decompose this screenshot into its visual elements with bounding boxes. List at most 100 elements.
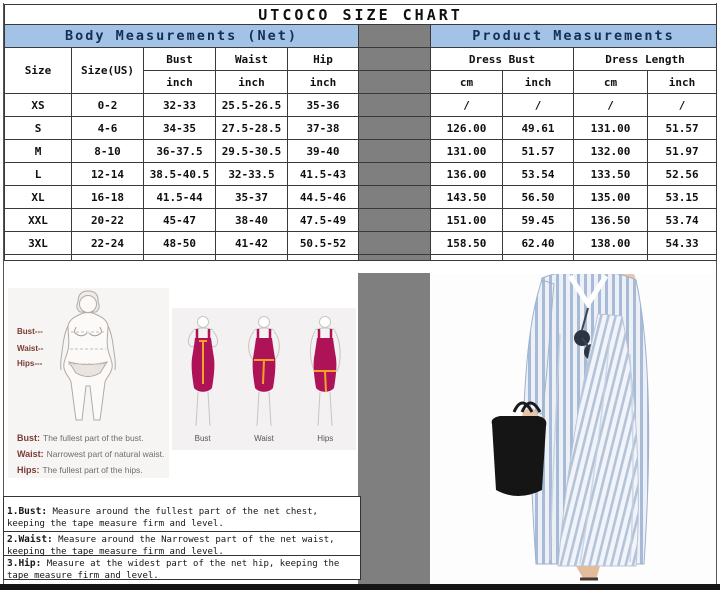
instruction-box: 2.Waist: Measure around the Narrowest pa…: [3, 531, 361, 557]
cell-hip: 41.5-43: [287, 162, 359, 186]
empty-cell: [215, 254, 288, 261]
measuring-instructions: 1.Bust: Measure around the fullest part …: [3, 496, 361, 581]
instruction-text: Measure around the Narrowest part of the…: [7, 535, 335, 557]
cell-db_cm: 143.50: [430, 185, 503, 209]
cell-hip: 39-40: [287, 139, 359, 163]
cell-db_cm: /: [430, 93, 503, 117]
col-header-size-us: Size(US): [71, 47, 144, 94]
cell-size: XXL: [4, 208, 72, 232]
empty-cell: [4, 254, 72, 261]
instruction-label: 3.Hip:: [7, 558, 42, 569]
cell-bust: 36-37.5: [143, 139, 216, 163]
cell-us: 20-22: [71, 208, 144, 232]
legend-label: Bust:: [17, 433, 40, 443]
cell-db_cm: 126.00: [430, 116, 503, 140]
col-header-dress-bust: Dress Bust: [430, 47, 574, 71]
cell-dl_cm: 138.00: [573, 231, 648, 255]
cell-us: 12-14: [71, 162, 144, 186]
cell-db_cm: 131.00: [430, 139, 503, 163]
page-frame: [3, 3, 717, 584]
unit-cell: inch: [215, 70, 288, 94]
unit-cell: inch: [287, 70, 359, 94]
cell-us: 16-18: [71, 185, 144, 209]
body-outline-figure: [60, 290, 116, 421]
table-row: M 8-10 36-37.5 29.5-30.5 39-40 131.00 51.57 132…: [4, 139, 718, 163]
product-measurements-header: Product Measurements: [429, 24, 718, 48]
hips-pointer-label: Hips---: [17, 359, 43, 368]
diagram-legend: Bust: The fullest part of the bust. Waist:…: [17, 430, 167, 478]
table-row: 3XL 22-24 48-50 41-42 50.5-52 158.50 62.40 138.…: [4, 231, 718, 255]
cell-size: L: [4, 162, 72, 186]
cell-size: XS: [4, 93, 72, 117]
bottom-bar: [0, 584, 720, 590]
empty-cell: [287, 254, 359, 261]
cell-dl_in: 51.97: [646, 139, 718, 163]
separator-cell: [358, 24, 431, 48]
cell-bust: 41.5-44: [143, 185, 216, 209]
bust-figure-image: [187, 316, 218, 427]
product-photo: [430, 270, 716, 584]
cell-db_cm: 151.00: [430, 208, 503, 232]
cell-bust: 38.5-40.5: [143, 162, 216, 186]
cell-us: 22-24: [71, 231, 144, 255]
cell-db_in: 59.45: [502, 208, 574, 232]
cell-size: S: [4, 116, 72, 140]
cell-dl_in: 54.33: [646, 231, 718, 255]
cell-waist: 32-33.5: [215, 162, 288, 186]
separator-cell: [358, 70, 431, 94]
instruction-box: 3.Hip: Measure at the widest part of the…: [3, 555, 361, 581]
cell-waist: 27.5-28.5: [215, 116, 288, 140]
waist-pointer-label: Waist--: [17, 344, 44, 353]
cell-hip: 37-38: [287, 116, 359, 140]
cell-dl_cm: 135.00: [573, 185, 648, 209]
cell-size: M: [4, 139, 72, 163]
figure-label-waist: Waist: [254, 434, 274, 443]
empty-cell: [646, 254, 718, 261]
empty-cell: [573, 254, 648, 261]
hips-measure-figure: Hips: [296, 314, 354, 450]
unit-cell: cm: [573, 70, 648, 94]
empty-row: [4, 254, 718, 261]
table-row: L 12-14 38.5-40.5 32-33.5 41.5-43 136.00 53.54…: [4, 162, 718, 186]
cell-waist: 25.5-26.5: [215, 93, 288, 117]
waist-figure-image: [248, 316, 280, 427]
legend-line: Hips: The fullest part of the hips.: [17, 462, 167, 478]
size-chart-table: UTCOCO SIZE CHART Body Measurements (Net…: [3, 4, 718, 261]
cell-db_in: /: [502, 93, 574, 117]
bust-pointer-label: Bust---: [17, 327, 43, 336]
separator-cell: [358, 47, 431, 71]
instruction-label: 2.Waist:: [7, 534, 53, 545]
col-header-size: Size: [4, 47, 72, 94]
cell-waist: 29.5-30.5: [215, 139, 288, 163]
cell-dl_in: 53.15: [646, 185, 718, 209]
cell-dl_in: 53.74: [646, 208, 718, 232]
cell-size: 3XL: [4, 231, 72, 255]
unit-cell: inch: [143, 70, 216, 94]
measuring-figures-block: Bust Waist: [172, 308, 356, 450]
cell-dl_cm: 133.50: [573, 162, 648, 186]
cell-bust: 34-35: [143, 116, 216, 140]
separator-cell: [358, 208, 431, 232]
instruction-text: Measure around the fullest part of the n…: [7, 507, 318, 529]
cell-waist: 41-42: [215, 231, 288, 255]
separator-cell: [358, 139, 431, 163]
cell-hip: 35-36: [287, 93, 359, 117]
cell-dl_in: /: [646, 93, 718, 117]
unit-cell: cm: [430, 70, 503, 94]
cell-us: 8-10: [71, 139, 144, 163]
table-row: S 4-6 34-35 27.5-28.5 37-38 126.00 49.61 131.00…: [4, 116, 718, 140]
table-row: XS 0-2 32-33 25.5-26.5 35-36// / /: [4, 93, 718, 117]
separator-cell: [358, 116, 431, 140]
cell-db_cm: 136.00: [430, 162, 503, 186]
page-title: UTCOCO SIZE CHART: [3, 4, 718, 25]
empty-cell: [71, 254, 144, 261]
instruction-box: 1.Bust: Measure around the fullest part …: [3, 496, 361, 532]
body-measurements-header: Body Measurements (Net): [4, 24, 359, 48]
empty-cell: [430, 254, 503, 261]
legend-line: Bust: The fullest part of the bust.: [17, 430, 167, 446]
separator-cell: [358, 93, 431, 117]
instruction-label: 1.Bust:: [7, 506, 48, 517]
legend-line: Waist: Narrowest part of natural waist.: [17, 446, 167, 462]
waist-measure-figure: Waist: [235, 314, 293, 450]
legend-label: Hips:: [17, 465, 40, 475]
